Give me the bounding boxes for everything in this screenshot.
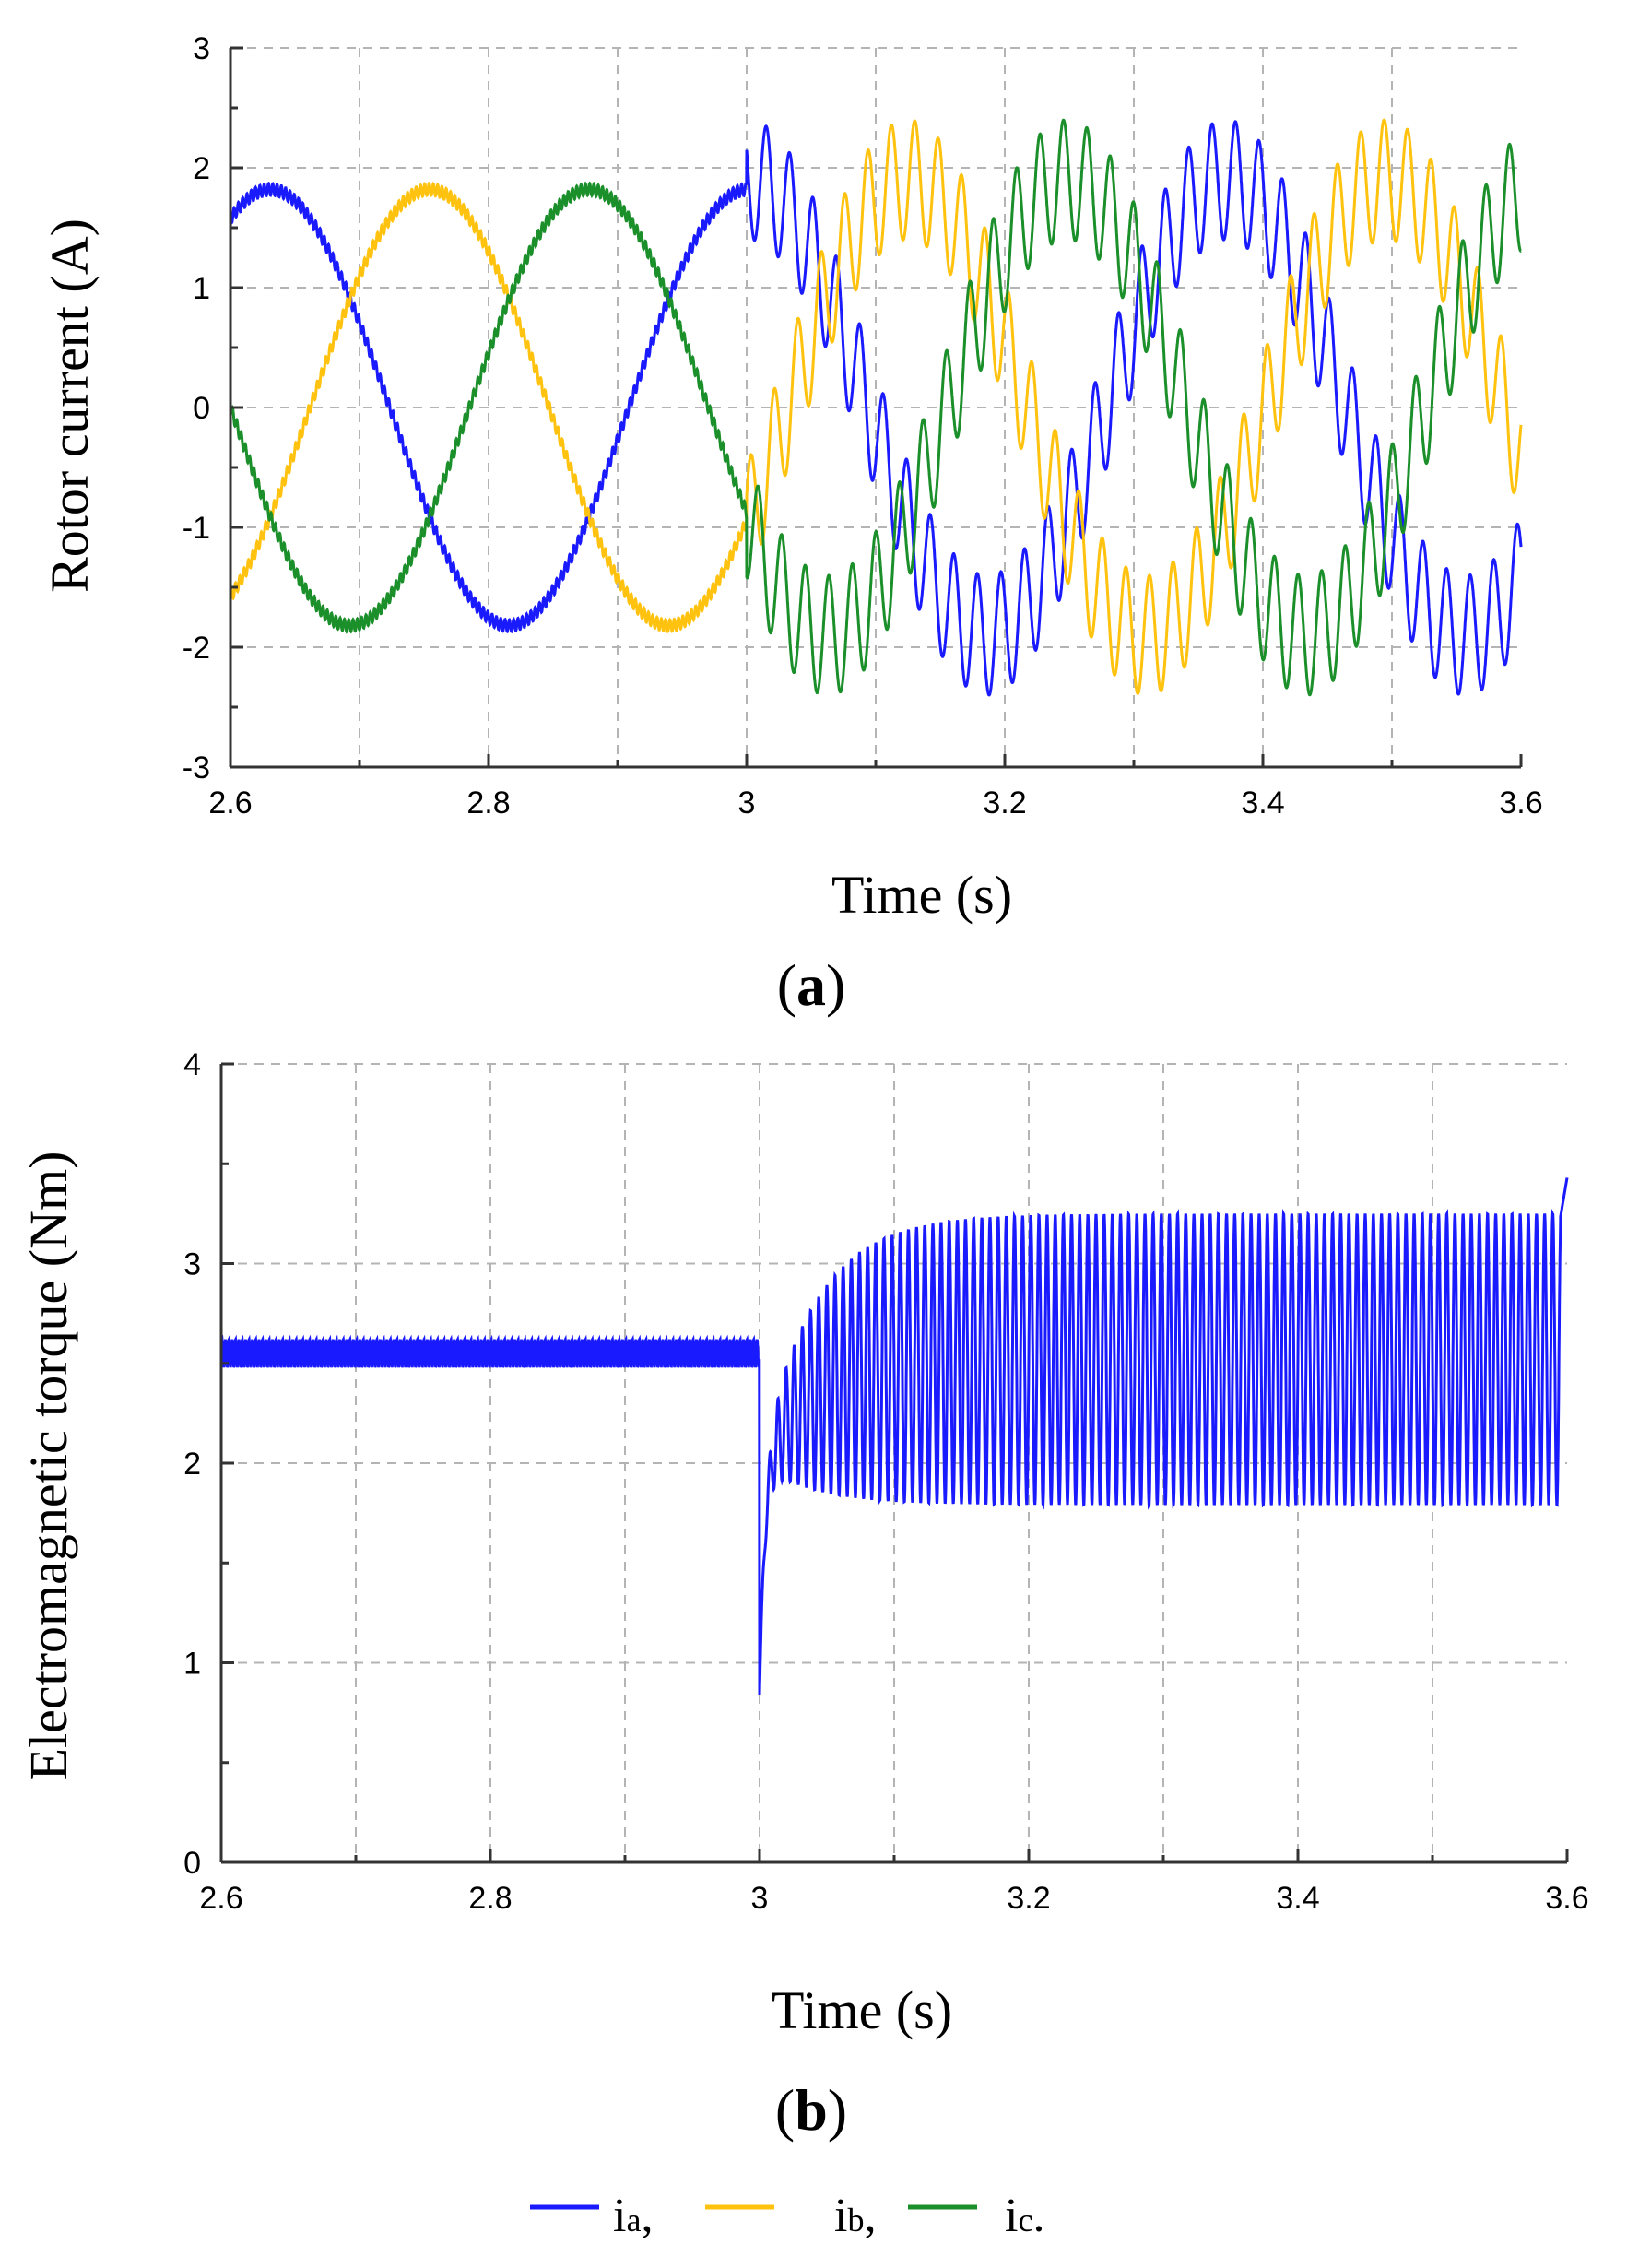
x-tick-label: 2.6	[199, 1881, 242, 1916]
legend-label-ic: ic.	[1005, 2190, 1044, 2242]
panel-a-caption-letter: a	[796, 952, 826, 1018]
y-tick-label: 0	[193, 391, 210, 426]
panel-a-rotor-current: 2.6 2.8 3 3.2 3.4 3.6 -3 -2 -1 0 1 2 3 Time (s) Roto…	[40, 31, 1543, 1018]
x-tick-label: 2.8	[466, 786, 510, 821]
legend-label-ib: ib,	[834, 2190, 876, 2242]
y-tick-label: -3	[183, 750, 210, 786]
y-tick-label: 0	[183, 1846, 201, 1881]
x-tick-label: 3.6	[1499, 786, 1542, 821]
panel-b-torque: 2.6 2.8 3 3.2 3.4 3.6 0 1 2 3 4 Time (s) Electroma…	[18, 1047, 1589, 2143]
y-tick-label: 1	[183, 1647, 201, 1682]
y-tick-label: 2	[183, 1447, 201, 1482]
panel-a-grid	[230, 47, 1521, 767]
x-tick-label: 3	[738, 786, 756, 821]
y-tick-label: 4	[183, 1047, 201, 1082]
panel-b-y-axis-title: Electromagnetic torque (Nm)	[18, 1152, 78, 1781]
y-tick-label: 1	[193, 271, 210, 306]
x-tick-label: 2.6	[208, 786, 252, 821]
x-tick-label: 2.8	[468, 1881, 512, 1916]
series-line-ib	[229, 118, 1523, 695]
panel-a-x-axis-title: Time (s)	[831, 865, 1012, 925]
panel-b-x-axis-title: Time (s)	[772, 1980, 952, 2040]
panel-b-tick-labels: 2.6 2.8 3 3.2 3.4 3.6 0 1 2 3 4	[183, 1047, 1589, 1916]
panel-a-series	[229, 118, 1523, 697]
panel-a-caption: (a)	[777, 952, 846, 1018]
panel-a-y-axis-title: Rotor current (A)	[40, 219, 100, 593]
panel-b-series	[219, 1177, 1569, 1695]
x-tick-label: 3.4	[1276, 1881, 1319, 1916]
y-tick-label: 3	[193, 31, 210, 66]
legend-label-ia: ia,	[613, 2190, 653, 2242]
panel-b-axes	[219, 1062, 1569, 1864]
panel-b-caption: (b)	[775, 2077, 847, 2143]
y-tick-label: 2	[193, 151, 210, 186]
legend: ia, ib, ic.	[530, 2190, 1044, 2242]
y-tick-label: 3	[183, 1247, 201, 1282]
y-tick-label: -1	[183, 511, 210, 546]
x-tick-label: 3.2	[983, 786, 1026, 821]
panel-b-caption-letter: b	[795, 2077, 828, 2143]
x-tick-label: 3	[751, 1881, 769, 1916]
x-tick-label: 3.6	[1545, 1881, 1588, 1916]
series-line-ia	[229, 120, 1523, 697]
y-tick-label: -2	[183, 631, 210, 666]
series-line-ic	[229, 118, 1522, 697]
panel-a-tick-labels: 2.6 2.8 3 3.2 3.4 3.6 -3 -2 -1 0 1 2 3	[183, 31, 1543, 821]
x-tick-label: 3.4	[1241, 786, 1284, 821]
series-line-Te	[219, 1177, 1569, 1695]
x-tick-label: 3.2	[1007, 1881, 1050, 1916]
panel-a-axes	[229, 46, 1523, 769]
